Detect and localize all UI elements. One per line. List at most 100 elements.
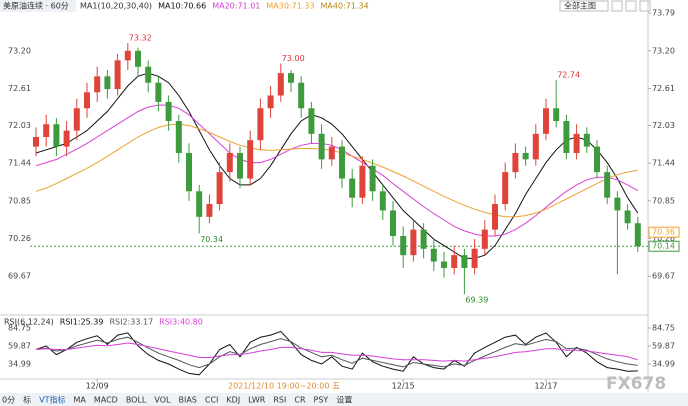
toolbar-button[interactable]: PSY	[314, 396, 329, 405]
candle-body	[369, 165, 376, 192]
candle-body	[400, 236, 407, 256]
candle-body	[277, 73, 284, 96]
candle-body	[583, 133, 590, 147]
line	[35, 72, 639, 259]
toolbar	[0, 393, 688, 406]
candle-body	[481, 229, 488, 249]
candle-body	[114, 60, 121, 90]
candle-body	[104, 76, 111, 90]
y-tick-label: 71.44	[8, 159, 31, 168]
y-tick-label: 70.85	[652, 196, 675, 205]
y-tick-label: 84.75	[652, 323, 675, 332]
toolbar-button[interactable]: MACD	[94, 396, 118, 405]
candle-body	[257, 108, 264, 141]
candle-body	[451, 255, 458, 268]
menu-box[interactable]	[559, 0, 609, 12]
toolbar-button[interactable]: RSI	[273, 396, 286, 405]
candle-body	[634, 223, 641, 247]
candle-body	[563, 121, 570, 153]
candle-body	[379, 191, 386, 211]
y-tick-label: 70.85	[8, 196, 31, 205]
legend-entry: MA40:71.34	[321, 2, 369, 11]
price-marker	[648, 240, 680, 252]
y-tick-label: 72.61	[8, 84, 31, 93]
candle-body	[614, 197, 621, 211]
toolbar-button[interactable]: 设置	[336, 395, 352, 405]
icon-button[interactable]	[611, 0, 623, 12]
y-tick-label: 34.99	[652, 360, 675, 369]
y-tick-label: 73.20	[652, 46, 675, 55]
candle-body	[502, 172, 509, 205]
candle-body	[328, 146, 335, 160]
toolbar-button[interactable]: BIAS	[178, 396, 196, 405]
candle-body	[196, 191, 203, 217]
price-marker-label: 70.36	[652, 228, 675, 237]
candle-body	[237, 152, 243, 179]
low-label: 69.39	[465, 296, 488, 305]
legend-entry: RSI1:25.39	[60, 318, 104, 327]
candle-body	[84, 92, 90, 109]
legend-entry: RSI2:33.17	[109, 318, 153, 327]
icon-button[interactable]	[639, 0, 651, 12]
toolbar-button[interactable]: LWR	[248, 396, 266, 405]
y-tick-label: 70.26	[652, 234, 675, 243]
toolbar-button[interactable]: CCI	[205, 396, 219, 405]
high-label: 73.32	[129, 34, 152, 43]
toolbar-button[interactable]: MA	[73, 396, 86, 405]
candle-body	[318, 133, 325, 160]
candle-body	[512, 152, 519, 173]
y-tick-label: 72.03	[8, 121, 31, 130]
candle-body	[430, 248, 437, 262]
toolbar-button[interactable]: VOL	[154, 396, 171, 405]
x-tick-label: 12/15	[392, 382, 415, 391]
y-tick-label: 34.99	[8, 360, 31, 369]
price-marker	[648, 226, 680, 238]
candle-body	[53, 124, 60, 147]
y-tick-label: 72.61	[652, 84, 675, 93]
candle-body	[410, 229, 417, 256]
candle-body	[573, 133, 580, 153]
candle-body	[471, 248, 478, 268]
y-tick-label: 73.20	[8, 46, 31, 55]
candle-body	[63, 130, 70, 147]
y-tick-label: 69.67	[8, 272, 31, 281]
toolbar-button[interactable]: VT指标	[39, 395, 65, 405]
line	[35, 336, 638, 369]
legend-title: MA1(10,20,30,40)	[80, 2, 152, 11]
toolbar-button[interactable]: CR	[294, 396, 306, 405]
legend-entry: MA20:71.01	[212, 2, 260, 11]
toolbar-button[interactable]: KDJ	[226, 396, 240, 405]
legend-title: RSI(6,12,24)	[4, 318, 54, 327]
line	[35, 104, 639, 237]
candle-body	[33, 137, 39, 147]
toolbar-button[interactable]: 0分	[2, 396, 15, 405]
toolbar-button[interactable]: 标	[23, 395, 31, 405]
candle-body	[308, 108, 315, 134]
title-box	[0, 0, 76, 12]
candle-body	[155, 82, 162, 102]
candle-body	[124, 50, 131, 61]
chart-title: 美原油连续 · 60分	[3, 1, 69, 11]
candle-body	[175, 121, 182, 153]
candle-body	[206, 204, 213, 217]
icon-button[interactable]	[625, 0, 637, 12]
legend-entry: RSI3:40.80	[159, 318, 203, 327]
y-tick-label: 59.87	[652, 341, 675, 350]
candle-body	[73, 108, 80, 131]
candle-body	[135, 50, 141, 67]
legend-entry: MA10:70.66	[158, 2, 206, 11]
menu-label[interactable]: 全部主图	[564, 1, 596, 11]
line	[35, 330, 638, 376]
y-tick-label: 73.79	[652, 9, 675, 18]
candle-body	[543, 108, 549, 134]
candle-body	[339, 146, 345, 179]
candle-body	[390, 210, 396, 236]
low-label: 70.34	[200, 235, 223, 244]
toolbar-button[interactable]: BOLL	[126, 396, 147, 405]
candle-body	[186, 152, 192, 192]
candle-body	[420, 229, 427, 249]
y-tick-label: 69.67	[652, 272, 675, 281]
candle-body	[604, 172, 611, 198]
candle-body	[553, 108, 560, 122]
